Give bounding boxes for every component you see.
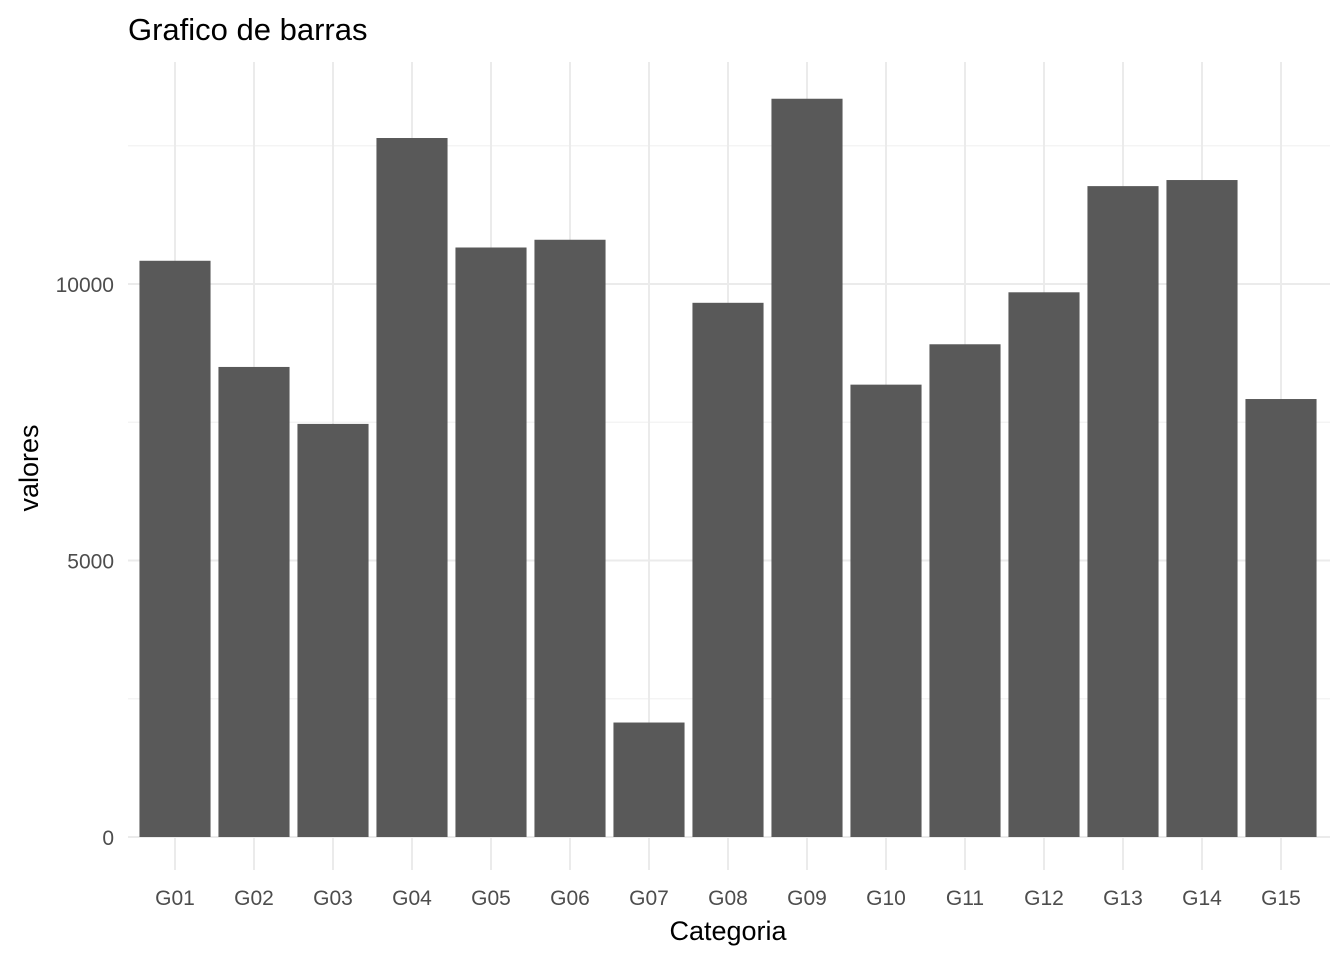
y-tick-label: 10000 bbox=[56, 274, 114, 297]
bar-g13 bbox=[1087, 186, 1159, 837]
bar-g02 bbox=[218, 366, 290, 837]
x-tick-label: G01 bbox=[155, 887, 195, 910]
y-tick-label: 5000 bbox=[67, 551, 114, 574]
chart-title: Grafico de barras bbox=[128, 12, 368, 47]
y-tick-label: 0 bbox=[102, 827, 114, 850]
x-tick-label: G04 bbox=[392, 887, 432, 910]
x-tick-label: G03 bbox=[313, 887, 353, 910]
x-tick-label: G13 bbox=[1103, 887, 1143, 910]
bar-g08 bbox=[692, 302, 764, 837]
bar-g06 bbox=[534, 239, 606, 837]
x-tick-label: G08 bbox=[708, 887, 748, 910]
y-axis-title: valores bbox=[14, 424, 44, 511]
bar-g10 bbox=[850, 384, 922, 837]
x-tick-label: G14 bbox=[1182, 887, 1222, 910]
bar-g05 bbox=[455, 247, 527, 837]
x-tick-label: G09 bbox=[787, 887, 827, 910]
x-tick-label: G02 bbox=[234, 887, 274, 910]
x-tick-label: G11 bbox=[946, 887, 984, 910]
x-tick-label: G06 bbox=[550, 887, 590, 910]
x-tick-label: G15 bbox=[1261, 887, 1301, 910]
x-tick-label: G07 bbox=[629, 887, 669, 910]
y-axis-tick-labels: 0 5000 10000 bbox=[56, 274, 114, 850]
x-axis-title: Categoria bbox=[669, 916, 787, 946]
bar-g12 bbox=[1008, 292, 1080, 837]
bar-g11 bbox=[929, 344, 1001, 837]
bar-g15 bbox=[1245, 399, 1317, 837]
bar-g01 bbox=[139, 260, 211, 837]
x-tick-label: G12 bbox=[1024, 887, 1064, 910]
x-tick-label: G10 bbox=[866, 887, 906, 910]
bar-g03 bbox=[297, 423, 369, 837]
bar-g04 bbox=[376, 138, 448, 837]
x-axis-tick-labels: G01 G02 G03 G04 G05 G06 G07 G08 G09 G10 G11 G12 G13 G… bbox=[155, 887, 1301, 910]
x-tick-label: G05 bbox=[471, 887, 511, 910]
bar-g09 bbox=[771, 98, 843, 838]
bars-layer bbox=[139, 98, 1317, 838]
bar-g14 bbox=[1166, 180, 1238, 837]
bar-g07 bbox=[613, 722, 685, 837]
